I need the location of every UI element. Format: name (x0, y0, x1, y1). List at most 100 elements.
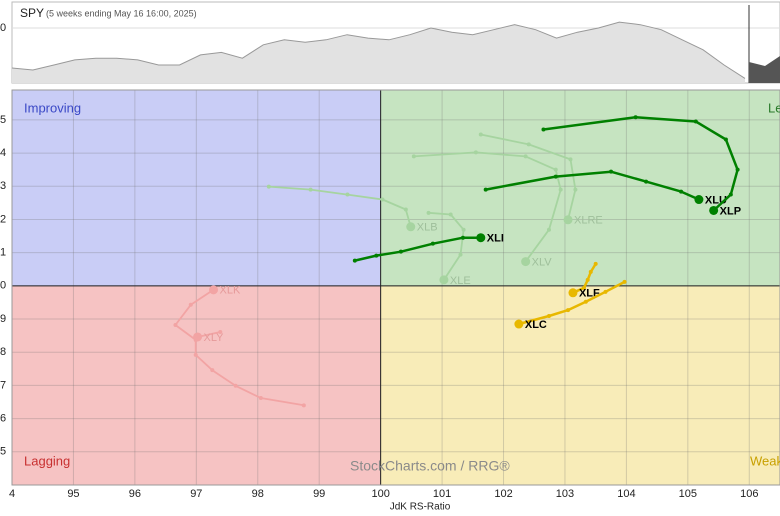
tail-point (193, 332, 203, 342)
tail-point (582, 285, 587, 290)
tail-point (514, 319, 524, 329)
y-tick-label: 2 (0, 213, 6, 225)
price-strip: 0 (0, 1, 780, 84)
x-tick-label: 100 (371, 488, 389, 500)
quadrant-weakening (380, 285, 780, 485)
series-label: XLB (417, 222, 438, 234)
quadrant-lagging (12, 285, 381, 485)
tail-point (461, 227, 466, 232)
quadrant-label: Le (768, 100, 780, 115)
x-tick-label: 99 (313, 488, 325, 500)
x-tick-label: 102 (494, 488, 512, 500)
x-tick-label: 98 (252, 488, 264, 500)
tail-point (728, 192, 733, 197)
tail-line (518, 280, 626, 326)
tail-point (426, 210, 431, 215)
tail-point (585, 277, 590, 282)
tail-point (266, 184, 271, 189)
tail-line (268, 185, 412, 228)
y-tick-label: 5 (0, 114, 6, 126)
chart-subtitle: (5 weeks ending May 16 16:00, 2025) (46, 8, 197, 18)
y-tick-label: 7 (0, 379, 6, 391)
price-tick-label: 0 (0, 22, 6, 34)
tail-point (523, 154, 528, 159)
tail-point (573, 187, 578, 192)
tail-point (352, 258, 357, 263)
series-label: XLK (220, 285, 241, 297)
tail-point (644, 179, 649, 184)
x-tick-label: 97 (190, 488, 202, 500)
x-tick-label: 95 (67, 488, 79, 500)
y-tick-label: 4 (0, 147, 6, 159)
x-tick-label: 96 (129, 488, 141, 500)
tail-point (694, 195, 704, 205)
tail-point (193, 352, 198, 357)
tail-point (735, 167, 740, 172)
y-tick-label: 6 (0, 413, 6, 425)
tail-point (380, 197, 385, 202)
tail-point (173, 323, 178, 328)
chart-title: SPY (20, 6, 44, 20)
y-tick-label: 8 (0, 346, 6, 358)
tail-point (566, 308, 571, 313)
tail-point (308, 187, 313, 192)
tail-point (526, 142, 531, 147)
price-area (12, 22, 745, 84)
rrg-plot: 4 95 96 97 98 99 100 101 102 103 104 105 106 5 6 7 8 9 0 1 2… (0, 89, 780, 513)
series-label: XLF (579, 288, 600, 300)
tail-point (301, 403, 306, 408)
tail-point (473, 150, 478, 155)
watermark: StockCharts.com / RRG® (350, 458, 510, 474)
quadrant-leading (380, 90, 780, 286)
tail-point (430, 241, 435, 246)
tail-point (622, 279, 627, 284)
series-label: XLY (204, 332, 225, 344)
tail-point (345, 192, 350, 197)
tail-point (411, 154, 416, 159)
tail-point (374, 253, 379, 258)
x-tick-label: 105 (679, 488, 697, 500)
series-label: XLE (450, 275, 471, 287)
series-label: XLI (487, 233, 504, 245)
tail-point (723, 137, 728, 142)
tail-point (546, 227, 551, 232)
tail-point (693, 119, 698, 124)
quadrant-label: Lagging (24, 453, 70, 468)
x-tick-label: 4 (9, 488, 15, 500)
tail-point (188, 302, 193, 307)
x-tick-label: 103 (556, 488, 574, 500)
tail-point (233, 383, 238, 388)
y-tick-label: 0 (0, 280, 6, 292)
tail-point (210, 368, 215, 373)
y-tick-label: 3 (0, 180, 6, 192)
plot-frame (11, 89, 780, 486)
tail-point (553, 174, 558, 179)
series-label: XLV (532, 257, 553, 269)
tail-point (563, 215, 573, 225)
tail-point (448, 212, 453, 217)
tail-point (709, 205, 719, 215)
tail-line (485, 170, 700, 201)
tail-point (593, 261, 598, 266)
quadrant-label: Weak (750, 453, 780, 468)
series-label: XLC (525, 319, 547, 331)
tail-point (209, 285, 219, 295)
tail-point (568, 288, 578, 298)
tail-line (354, 236, 481, 262)
y-tick-label: 9 (0, 313, 6, 325)
quadrant-improving (12, 90, 381, 286)
tail-point (439, 275, 449, 285)
tail-point (553, 167, 558, 172)
tail-point (478, 132, 483, 137)
tail-point (406, 222, 416, 232)
tail-point (568, 157, 573, 162)
quadrant-label: Improving (24, 100, 81, 115)
tail-point (541, 127, 546, 132)
tail-point (460, 235, 465, 240)
tail-point (558, 187, 563, 192)
tail-point (476, 233, 486, 243)
tail-point (218, 329, 223, 334)
tail-point (609, 169, 614, 174)
tail-point (403, 207, 408, 212)
